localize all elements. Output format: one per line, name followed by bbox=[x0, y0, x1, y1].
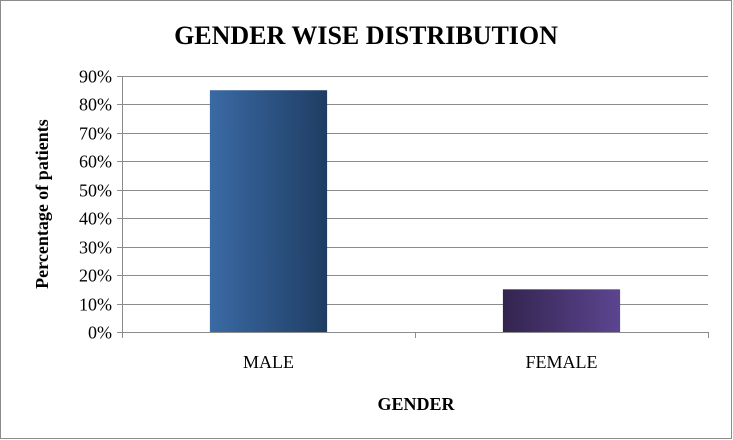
y-tick-label: 70% bbox=[79, 124, 112, 144]
y-axis-title: Percentage of patients bbox=[32, 119, 52, 289]
chart-title: GENDER WISE DISTRIBUTION bbox=[174, 21, 558, 50]
y-tick-label: 10% bbox=[79, 295, 112, 315]
y-tick-label: 80% bbox=[79, 95, 112, 115]
bar-male bbox=[209, 90, 328, 332]
y-tick-label: 20% bbox=[79, 266, 112, 286]
y-tick-label: 60% bbox=[79, 152, 112, 172]
y-tick-label: 90% bbox=[79, 67, 112, 87]
x-category-label: MALE bbox=[243, 352, 294, 372]
x-category-labels: MALE FEMALE bbox=[243, 352, 598, 372]
x-axis-title: GENDER bbox=[377, 394, 455, 414]
bar-female bbox=[502, 289, 621, 332]
y-tick-label: 30% bbox=[79, 238, 112, 258]
y-tick-label: 50% bbox=[79, 181, 112, 201]
y-tick-label: 0% bbox=[88, 323, 112, 343]
x-category-label: FEMALE bbox=[526, 352, 598, 372]
y-tick-label: 40% bbox=[79, 209, 112, 229]
y-tick-labels: 0% 10% 20% 30% 40% 50% 60% 70% 80% 90% bbox=[79, 67, 112, 343]
bars bbox=[209, 90, 621, 332]
